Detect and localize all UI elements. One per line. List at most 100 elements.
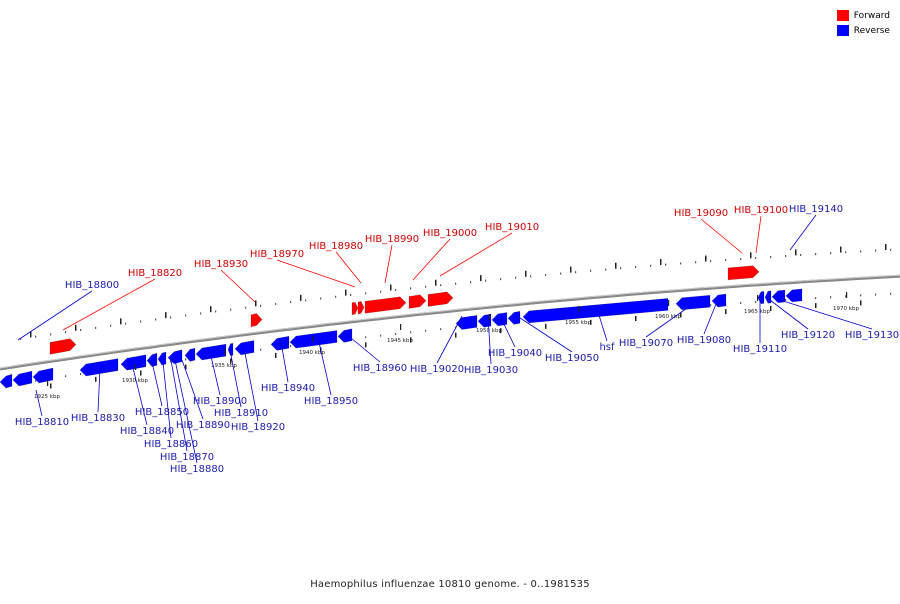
genome-caption: Haemophilus influenzae 10810 genome. - 0… — [310, 579, 590, 590]
reverse-leader-line — [17, 290, 93, 341]
reverse-leader-line — [436, 315, 463, 364]
track-dot — [425, 329, 427, 332]
track-dot — [530, 275, 532, 278]
forward-gene-label: HIB_19100 — [734, 205, 788, 216]
track-dot — [485, 279, 487, 282]
forward-gene — [49, 338, 77, 355]
track-tick — [345, 289, 347, 296]
track-dot — [680, 262, 682, 265]
forward-leader-line — [384, 244, 393, 284]
track-tick — [435, 279, 437, 286]
reverse-gene — [195, 343, 227, 361]
reverse-gene-label: HIB_18840 — [120, 426, 174, 437]
track-dot — [725, 259, 727, 262]
track-tick — [680, 312, 682, 318]
reverse-gene-label: HIB_18890 — [176, 420, 230, 431]
track-dot — [500, 278, 502, 281]
track-tick — [615, 262, 617, 269]
track-tick — [885, 244, 887, 251]
scale-tick — [668, 300, 670, 306]
track-dot — [215, 310, 217, 313]
track-dot — [80, 373, 82, 376]
scale-label: 1955 kbp — [565, 320, 591, 326]
reverse-leader-line — [789, 214, 817, 251]
forward-leader-line — [755, 215, 762, 254]
legend: Forward Reverse — [836, 8, 890, 38]
forward-leader-line — [700, 218, 743, 254]
track-tick — [725, 309, 727, 315]
track-dot — [635, 266, 637, 269]
scale-tick — [400, 324, 402, 330]
track-dot — [845, 295, 847, 298]
track-dot — [890, 248, 892, 251]
track-tick — [230, 358, 232, 364]
track-dot — [140, 320, 142, 323]
track-dot — [755, 256, 757, 259]
track-dot — [230, 308, 232, 311]
reverse-leader-line — [132, 367, 148, 426]
reverse-gene-label: HIB_18870 — [160, 452, 214, 463]
track-dot — [365, 336, 367, 339]
track-dot — [740, 258, 742, 261]
track-dot — [710, 260, 712, 263]
reverse-gene — [491, 312, 508, 327]
track-dot — [35, 379, 37, 382]
track-dot — [410, 287, 412, 290]
reverse-leader-line — [229, 349, 242, 408]
reverse-gene-label: HIB_18960 — [353, 363, 407, 374]
reverse-gene-label: HIB_19130 — [845, 330, 899, 341]
reverse-gene — [771, 289, 786, 304]
genome-backbone-highlight — [0, 274, 900, 369]
reverse-gene — [289, 330, 338, 349]
track-dot — [785, 254, 787, 257]
track-tick — [570, 266, 572, 273]
forward-gene-label: HIB_18970 — [250, 249, 304, 260]
reverse-gene-label: HIB_19070 — [619, 338, 673, 349]
track-dot — [260, 348, 262, 351]
track-dot — [800, 254, 802, 257]
reverse-gene-label: HIB_18940 — [261, 383, 315, 394]
legend-forward: Forward — [836, 8, 890, 23]
reverse-gene-label: HIB_18850 — [135, 407, 189, 418]
track-dot — [710, 304, 712, 307]
reverse-gene — [234, 340, 255, 356]
forward-gene-label: HIB_18990 — [365, 234, 419, 245]
forward-gene-label: HIB_18930 — [194, 259, 248, 270]
reverse-gene-label: HIB_18880 — [170, 464, 224, 475]
track-tick — [275, 352, 277, 358]
reverse-leader-line — [151, 361, 163, 407]
scale-label: 1930 kbp — [122, 378, 148, 384]
track-tick — [525, 270, 527, 277]
reverse-leader-line — [174, 359, 198, 464]
forward-gene — [357, 301, 365, 315]
legend-reverse: Reverse — [836, 23, 890, 38]
track-dot — [50, 333, 52, 336]
reverse-gene-label: hsf — [599, 342, 615, 353]
track-tick — [210, 306, 212, 313]
scale-tick — [135, 364, 137, 370]
track-dot — [95, 326, 97, 329]
scale-tick — [578, 306, 580, 312]
reverse-gene-label: HIB_19140 — [789, 204, 843, 215]
track-dot — [470, 281, 472, 284]
reverse-leader-line — [487, 315, 492, 365]
track-dot — [410, 331, 412, 334]
track-dot — [440, 328, 442, 331]
reverse-leader-line — [645, 305, 691, 338]
track-dot — [515, 276, 517, 279]
track-dot — [350, 294, 352, 297]
track-dot — [875, 293, 877, 296]
legend-reverse-label: Reverse — [853, 25, 890, 36]
reverse-gene — [270, 335, 290, 351]
track-dot — [110, 324, 112, 327]
reverse-gene — [0, 373, 13, 389]
reverse-leader-line — [703, 303, 717, 335]
track-dot — [860, 294, 862, 297]
track-tick — [95, 376, 97, 382]
track-dot — [815, 297, 817, 300]
track-dot — [260, 304, 262, 307]
track-tick — [300, 294, 302, 301]
forward-leader-line — [439, 232, 513, 277]
reverse-leader-line — [344, 332, 381, 363]
